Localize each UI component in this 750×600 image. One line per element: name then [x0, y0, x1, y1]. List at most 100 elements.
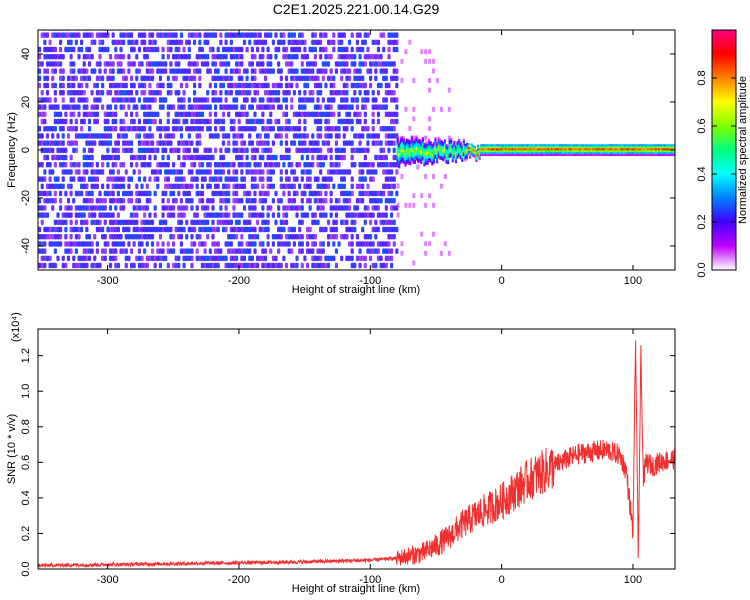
spectrogram-cell — [269, 118, 273, 125]
spectrogram-cell — [379, 198, 383, 204]
spectrogram-cell — [587, 150, 590, 153]
spectrogram-cell — [284, 111, 289, 118]
spectrogram-cell — [148, 90, 152, 96]
spectrogram-cell — [384, 97, 388, 103]
spectrogram-cell — [82, 241, 86, 247]
spectrogram-cell — [171, 126, 176, 132]
spectrogram-cell — [612, 144, 615, 147]
spectrogram-cell — [198, 133, 202, 139]
spectrogram-cell — [313, 140, 318, 146]
spectrogram-cell — [51, 226, 55, 233]
spectrogram-cell — [292, 226, 296, 233]
spectrogram-cell — [395, 97, 399, 103]
spectrogram-cell — [544, 150, 547, 153]
spectrogram-cell — [192, 226, 197, 233]
spectrogram-cell — [355, 32, 360, 38]
spectrogram-cell — [392, 226, 396, 233]
spectrogram-cell — [656, 153, 659, 157]
spectrogram-cell — [634, 144, 637, 147]
spectrogram-cell — [551, 148, 554, 151]
spectrogram-cell — [473, 153, 476, 156]
spectrogram-cell — [513, 148, 516, 151]
spectrogram-cell — [40, 61, 44, 67]
spectrogram-cell — [237, 154, 241, 161]
spectrogram-cell — [437, 136, 440, 139]
spectrogram-cell — [576, 146, 579, 149]
spectrogram-cell — [213, 147, 218, 154]
spectrogram-cell — [392, 198, 396, 204]
snr-x-tick-label: -200 — [228, 574, 250, 586]
spectrogram-cell — [106, 190, 110, 197]
spectrogram-cell — [305, 54, 310, 60]
spectrogram-cell — [248, 39, 252, 46]
spectrogram-cell — [108, 111, 113, 118]
spectrogram-cell — [374, 154, 378, 161]
spectrogram-cell — [640, 148, 644, 151]
spectrogram-cell — [371, 104, 375, 110]
spectrogram-cell — [342, 104, 346, 110]
spectrogram-cell — [634, 148, 637, 151]
spectrogram-cell — [431, 153, 434, 156]
spectrogram-cell — [313, 255, 318, 262]
spectrogram-cell — [424, 241, 428, 247]
spectrogram-cell — [376, 241, 381, 247]
spectrogram-cell — [153, 212, 157, 218]
spectrogram-cell — [332, 234, 336, 240]
spectrogram-cell — [90, 104, 94, 110]
spectrogram-cell — [256, 32, 260, 38]
spectrogram-cell — [442, 145, 445, 148]
spectrogram-cell — [279, 183, 283, 190]
spectrogram-cell — [227, 176, 231, 182]
spectrogram-cell — [582, 148, 585, 151]
spectrogram-cell — [148, 61, 152, 67]
spectrogram-cell — [221, 133, 226, 139]
spectrogram-cell — [424, 158, 428, 162]
spectrogram-cell — [190, 226, 194, 233]
spectrogram-cell — [337, 183, 341, 190]
spectrogram-cell — [371, 97, 375, 103]
spectrogram-cell — [368, 176, 373, 182]
spectrogram-cell — [269, 154, 273, 161]
spectrogram-cell — [206, 205, 210, 211]
spectrogram-cell — [495, 144, 499, 147]
spectrogram-cell — [366, 68, 370, 74]
spectrogram-cell — [206, 104, 210, 110]
spectrogram-cell — [227, 212, 231, 218]
spectrogram-cell — [580, 150, 584, 153]
spectrogram-cell — [208, 226, 212, 233]
spectrogram-cell — [532, 148, 535, 151]
spectrogram-cell — [424, 49, 428, 55]
spectrogram-cell — [287, 82, 291, 89]
spectrogram-cell — [560, 148, 563, 151]
spectrogram-cell — [211, 212, 215, 218]
spectrogram-cell — [269, 111, 273, 118]
spectrogram-cell — [450, 137, 453, 140]
spectrogram-cell — [494, 148, 497, 151]
spectrogram-cell — [670, 146, 673, 149]
spectrogram-cell — [72, 61, 76, 67]
spectrogram-cell — [284, 61, 289, 67]
spectrogram-cell — [248, 198, 252, 204]
spectrogram-cell — [195, 219, 199, 226]
spectrogram-cell — [137, 248, 142, 254]
spectrogram-cell — [404, 156, 407, 159]
spectrogram-cell — [524, 150, 527, 153]
spectrogram-cell — [442, 153, 445, 156]
spectrogram-cell — [423, 158, 426, 161]
spectrogram-cell — [303, 46, 307, 53]
spectrogram-cell — [382, 46, 386, 53]
spectrogram-cell — [443, 145, 447, 148]
spectrogram-cell — [256, 82, 260, 89]
spectrogram-cell — [200, 226, 205, 233]
spectrogram-cell — [166, 82, 170, 89]
spectrogram-cell — [45, 234, 50, 240]
spectrogram-cell — [235, 46, 239, 53]
spectrogram-cell — [603, 150, 606, 153]
spectrogram-cell — [198, 162, 202, 168]
spectrogram-cell — [376, 198, 381, 204]
spectrogram-cell — [85, 68, 89, 74]
spectrogram-cell — [116, 183, 121, 190]
spectrogram-cell — [114, 104, 118, 110]
spectrogram-cell — [242, 39, 247, 46]
spectrogram-cell — [443, 156, 447, 159]
